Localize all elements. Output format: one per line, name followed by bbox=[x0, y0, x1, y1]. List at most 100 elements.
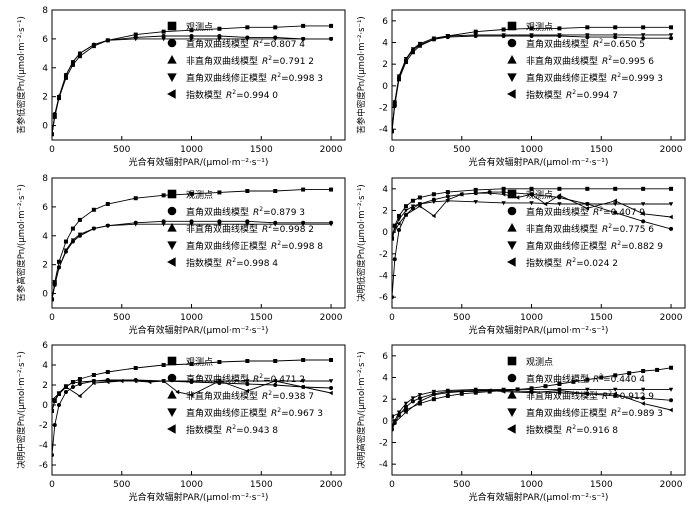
data-point bbox=[473, 190, 478, 196]
data-point bbox=[189, 28, 194, 33]
y-tick-label: -4 bbox=[379, 125, 388, 135]
data-point bbox=[529, 26, 534, 31]
data-point bbox=[473, 387, 478, 392]
data-point bbox=[56, 265, 62, 270]
x-tick-label: 1000 bbox=[180, 313, 203, 323]
data-point bbox=[473, 33, 478, 38]
data-point bbox=[392, 226, 397, 231]
data-point bbox=[668, 33, 674, 38]
data-point bbox=[613, 33, 618, 38]
y-tick-label: 4 bbox=[382, 185, 388, 195]
data-point bbox=[557, 382, 562, 386]
x-axis-label: 光合有效辐射PAR/(μmol·m⁻²·s⁻¹) bbox=[129, 156, 269, 168]
r2-value: =0.943 8 bbox=[236, 426, 278, 436]
series-line bbox=[52, 35, 331, 135]
y-tick-label: 4 bbox=[42, 361, 48, 371]
r2-value: =0.024 2 bbox=[576, 259, 618, 269]
data-point bbox=[328, 37, 334, 42]
data-point bbox=[529, 192, 534, 197]
data-point bbox=[557, 186, 562, 191]
data-point bbox=[91, 226, 97, 231]
data-point bbox=[70, 226, 75, 231]
legend-marker bbox=[507, 89, 516, 99]
data-point bbox=[273, 25, 278, 30]
r2-symbol: R bbox=[566, 259, 572, 269]
data-point bbox=[52, 409, 55, 414]
y-axis-label: 苦参低密度Pn/(μmol·m⁻²·s⁻¹) bbox=[16, 16, 27, 134]
x-axis-label: 光合有效辐射PAR/(μmol·m⁻²·s⁻¹) bbox=[129, 491, 269, 503]
data-point bbox=[217, 219, 222, 224]
y-tick-label: 2 bbox=[42, 261, 48, 271]
data-point bbox=[147, 379, 152, 385]
data-point bbox=[217, 37, 222, 42]
y-tick-label: 6 bbox=[42, 341, 48, 351]
data-point bbox=[396, 221, 401, 226]
legend-label: 指数模型 R2=0.994 0 bbox=[186, 89, 278, 101]
r2-value: =0.999 3 bbox=[621, 74, 663, 84]
data-point bbox=[445, 34, 451, 39]
data-point bbox=[329, 386, 334, 390]
data-point bbox=[301, 23, 306, 28]
data-point bbox=[52, 283, 57, 288]
series-3 bbox=[392, 387, 674, 432]
r2-value: =0.912 9 bbox=[612, 392, 654, 402]
r2-value: =0.994 0 bbox=[236, 91, 278, 101]
series-line bbox=[52, 380, 332, 401]
legend-label: 直角双曲线模型 R2=0.807 4 bbox=[186, 38, 305, 50]
y-tick-label: -2 bbox=[39, 421, 48, 431]
data-point bbox=[52, 132, 55, 137]
legend-label: 直角双曲线模型 R2=0.650 5 bbox=[526, 38, 645, 50]
data-point bbox=[300, 37, 306, 42]
data-point bbox=[459, 389, 464, 394]
x-tick-label: 2000 bbox=[320, 480, 343, 490]
data-point bbox=[70, 62, 75, 67]
data-point bbox=[91, 380, 96, 386]
data-point bbox=[273, 37, 278, 42]
x-tick-label: 1000 bbox=[520, 313, 543, 323]
data-point bbox=[328, 222, 334, 227]
y-tick-label: 6 bbox=[382, 17, 388, 27]
legend-marker bbox=[507, 390, 517, 399]
data-point bbox=[91, 42, 97, 47]
chart-panel-5: 0 500 1000 1500 2000 -6 -4 -2 0 2 4 6 光合有效辐射PAR/(μmo… bbox=[16, 341, 346, 503]
x-tick-label: 2000 bbox=[660, 145, 683, 155]
data-point bbox=[392, 129, 395, 134]
data-point bbox=[105, 202, 110, 206]
data-point bbox=[217, 34, 222, 38]
data-point bbox=[52, 453, 54, 457]
data-point bbox=[392, 234, 394, 239]
plot-frame bbox=[391, 9, 686, 141]
data-point bbox=[403, 60, 408, 64]
data-point bbox=[669, 226, 674, 231]
data-point bbox=[328, 390, 333, 396]
y-tick-label: 2 bbox=[42, 93, 48, 103]
data-point bbox=[119, 378, 124, 384]
data-point bbox=[641, 36, 646, 41]
data-point bbox=[301, 358, 306, 362]
data-point bbox=[431, 392, 436, 398]
x-axis-label: 光合有效辐射PAR/(μmol·m⁻²·s⁻¹) bbox=[469, 324, 609, 336]
data-point bbox=[392, 100, 397, 105]
data-point bbox=[105, 223, 111, 228]
x-axis-label: 光合有效辐射PAR/(μmol·m⁻²·s⁻¹) bbox=[469, 156, 609, 168]
r2-superscript: 2 bbox=[259, 373, 263, 380]
data-point bbox=[585, 377, 590, 382]
data-point bbox=[396, 228, 401, 232]
data-point bbox=[245, 359, 250, 363]
legend-marker bbox=[167, 38, 177, 48]
plot-frame bbox=[51, 177, 346, 309]
data-point bbox=[403, 208, 409, 213]
data-point bbox=[396, 217, 402, 222]
data-point bbox=[189, 379, 194, 384]
r2-superscript: 2 bbox=[608, 390, 612, 397]
data-point bbox=[529, 387, 534, 392]
y-tick-label: 4 bbox=[42, 64, 48, 74]
data-point bbox=[445, 390, 450, 395]
data-point bbox=[217, 222, 222, 227]
legend-label: 直角双曲线修正模型 R2=0.989 3 bbox=[526, 407, 663, 419]
r2-superscript: 2 bbox=[259, 38, 263, 45]
plot-frame bbox=[391, 177, 686, 309]
r2-superscript: 2 bbox=[617, 240, 621, 247]
x-axis-label: 光合有效辐射PAR/(μmol·m⁻²·s⁻¹) bbox=[469, 491, 609, 503]
